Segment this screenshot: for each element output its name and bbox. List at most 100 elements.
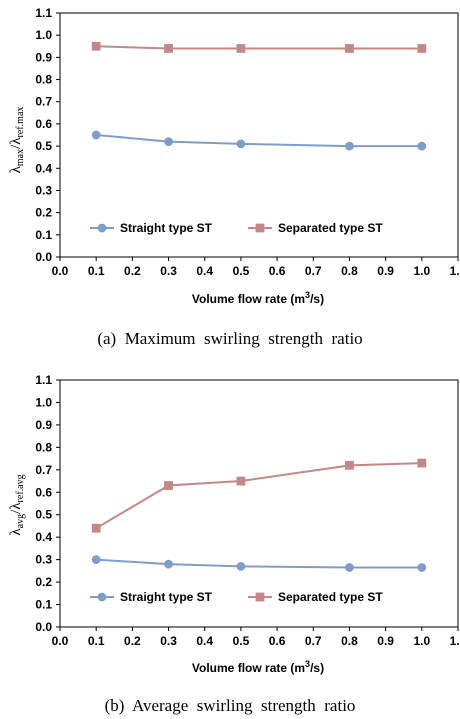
x-tick-label: 0.7 xyxy=(305,634,322,648)
chart-a-plot-area xyxy=(59,12,459,258)
x-tick-label: 0.8 xyxy=(341,634,358,648)
x-tick-label: 0.6 xyxy=(269,264,286,278)
data-point xyxy=(91,41,101,51)
chart-b-ylabel-slash: /λ xyxy=(8,502,24,514)
data-point xyxy=(164,559,173,569)
chart-b-legend: Straight type ST Separated type ST xyxy=(90,590,383,604)
y-tick-label: 0.2 xyxy=(35,575,52,589)
legend-label: Separated type ST xyxy=(278,590,383,604)
chart-a-y-axis-label: λmax/λref.max xyxy=(8,107,26,174)
y-tick-label: 0.5 xyxy=(35,139,52,153)
data-point xyxy=(91,130,101,140)
data-point xyxy=(417,141,427,151)
y-tick-label: 0.1 xyxy=(35,228,52,242)
series-line xyxy=(95,462,422,530)
x-tick-label: 0.6 xyxy=(269,634,286,648)
chart-b: λavg/λref.avg Volume flow rate (m3/s) (b… xyxy=(8,474,355,715)
data-point xyxy=(345,44,354,53)
chart-a-ylabel-main: λ xyxy=(8,165,24,173)
series-line xyxy=(96,134,422,148)
data-point xyxy=(91,555,101,565)
legend-marker xyxy=(97,223,107,233)
y-tick-label: 0.8 xyxy=(35,73,52,87)
x-tick-label: 0.5 xyxy=(233,634,250,648)
data-point xyxy=(417,44,427,53)
y-tick-label: 1.1 xyxy=(35,6,52,20)
chart-a-ylabel-den-sub: ref.max xyxy=(15,107,26,138)
y-tick-label: 0.2 xyxy=(35,206,52,220)
chart-a-legend: Straight type ST Separated type ST xyxy=(90,221,383,235)
y-tick-label: 0.4 xyxy=(35,530,52,544)
data-point xyxy=(236,139,246,149)
x-tick-label: 0.2 xyxy=(124,634,141,648)
x-tick-label: 0.4 xyxy=(196,634,213,648)
series-separated-type-st xyxy=(91,458,427,533)
legend-marker xyxy=(97,592,107,602)
x-tick-label: 0.7 xyxy=(305,264,322,278)
y-tick-label: 0.0 xyxy=(35,250,52,264)
y-tick-label: 0.5 xyxy=(35,508,52,522)
x-tick-label: 0.4 xyxy=(196,264,213,278)
series-line xyxy=(96,45,422,50)
data-point xyxy=(236,44,246,53)
chart-b-xlabel-tail: /s) xyxy=(310,661,324,675)
x-tick-label: 0.8 xyxy=(341,264,358,278)
y-tick-label: 0.1 xyxy=(35,598,52,612)
x-tick-label: 1.0 xyxy=(413,634,430,648)
x-tick-label: 0.0 xyxy=(52,264,69,278)
data-point xyxy=(164,137,173,147)
x-tick-label: 0.1 xyxy=(88,264,105,278)
y-tick-label: 0.3 xyxy=(35,553,52,567)
x-tick-label: 0.3 xyxy=(160,634,177,648)
data-point xyxy=(345,563,354,572)
y-tick-label: 1.0 xyxy=(35,28,52,42)
chart-b-x-axis-label: Volume flow rate (m3/s) xyxy=(192,659,324,675)
x-tick-label: 0.2 xyxy=(124,264,141,278)
y-tick-label: 0.4 xyxy=(35,161,52,175)
data-point xyxy=(164,44,173,53)
x-tick-label: 0.0 xyxy=(52,634,69,648)
x-tick-label: 1.1 xyxy=(450,264,460,278)
data-point xyxy=(91,523,101,533)
chart-a-xlabel-text: Volume flow rate (m xyxy=(192,292,305,306)
chart-a-plot: 0.0 0.1 0.2 0.3 0.4 0.5 0.6 0.7 0.8 0.9 1.0 1.1 0.0 0… xyxy=(35,6,460,278)
chart-a-x-axis-label: Volume flow rate (m3/s) xyxy=(192,290,324,306)
y-tick-label: 0.7 xyxy=(35,463,52,477)
y-tick-label: 1.0 xyxy=(35,395,52,409)
chart-a-ylabel-slash: /λ xyxy=(8,137,24,149)
x-tick-label: 1.0 xyxy=(413,264,430,278)
chart-b-plot: 0.0 0.1 0.2 0.3 0.4 0.5 0.6 0.7 0.8 0.9 1.0 1.1 0.0 0… xyxy=(35,373,460,648)
legend-label: Separated type ST xyxy=(278,221,383,235)
x-tick-label: 0.5 xyxy=(233,264,250,278)
y-tick-label: 0.6 xyxy=(35,485,52,499)
y-tick-label: 0.6 xyxy=(35,117,52,131)
y-tick-label: 0.7 xyxy=(35,95,52,109)
x-tick-label: 0.9 xyxy=(377,264,394,278)
data-point xyxy=(345,460,354,470)
chart-a-xlabel-tail: /s) xyxy=(310,292,324,306)
data-point xyxy=(417,458,427,468)
chart-b-ylabel-den-sub: ref.avg xyxy=(15,474,26,502)
y-tick-label: 0.9 xyxy=(35,50,52,64)
x-tick-label: 0.9 xyxy=(377,634,394,648)
legend-label: Straight type ST xyxy=(120,221,213,235)
y-tick-label: 0.9 xyxy=(35,418,52,432)
chart-b-ylabel-main: λ xyxy=(8,528,24,536)
data-point xyxy=(164,481,173,490)
x-tick-label: 0.1 xyxy=(88,634,105,648)
legend-label: Straight type ST xyxy=(120,590,213,604)
chart-a-caption: (a) Maximum swirling strength ratio xyxy=(97,329,362,348)
x-tick-label: 1.1 xyxy=(450,634,460,648)
data-point xyxy=(236,561,246,571)
chart-b-xlabel-sup: 3 xyxy=(305,659,310,669)
chart-a-xlabel-sup: 3 xyxy=(305,290,310,300)
chart-b-plot-area xyxy=(59,379,459,628)
y-tick-label: 0.3 xyxy=(35,183,52,197)
y-tick-label: 1.1 xyxy=(35,373,52,387)
data-point xyxy=(236,476,246,486)
series-separated-type-st xyxy=(91,41,427,53)
data-point xyxy=(417,563,427,572)
chart-a-ylabel-num-sub: max xyxy=(15,149,26,166)
legend-marker xyxy=(255,223,265,233)
